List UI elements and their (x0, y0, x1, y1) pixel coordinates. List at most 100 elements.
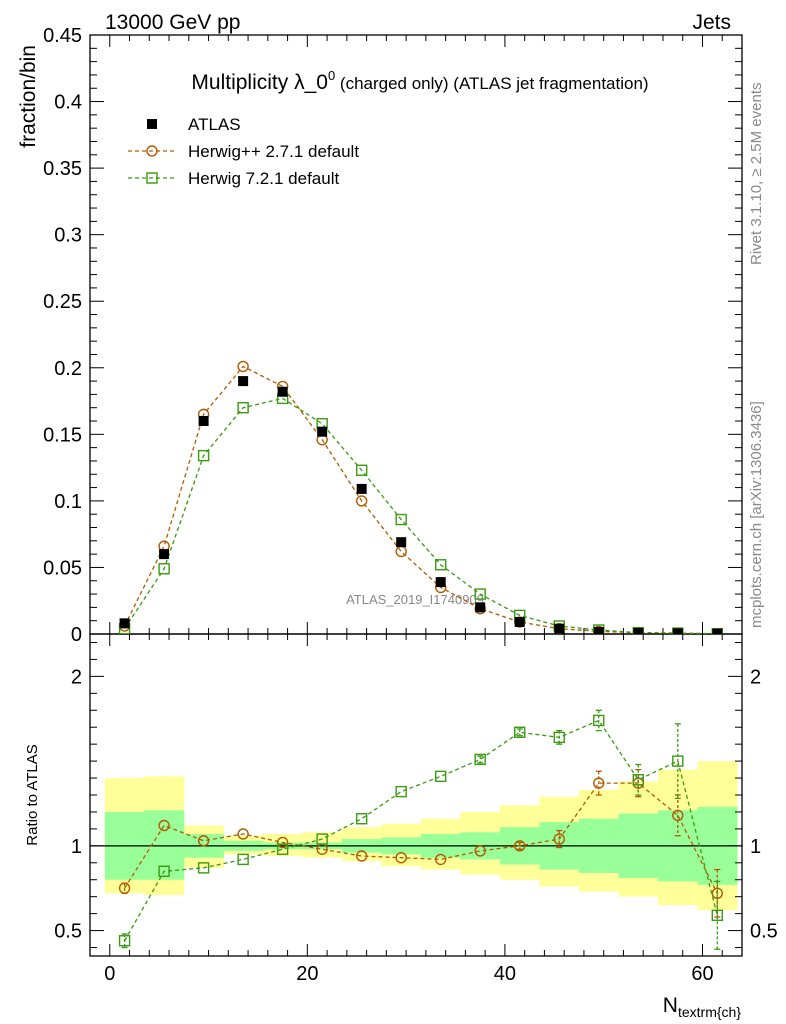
ratio-tick-label: 0.5 (54, 921, 82, 943)
series-line (123, 365, 718, 634)
y-tick-label: 0.4 (54, 92, 82, 114)
legend-label: Herwig++ 2.7.1 default (188, 142, 359, 161)
rivet-label: Rivet 3.1.10, ≥ 2.5M events (748, 83, 765, 266)
ratio-band-inner (144, 810, 185, 880)
data-point (198, 416, 209, 427)
legend-label: Herwig 7.2.1 default (188, 169, 339, 188)
y-tick-label: 0.25 (43, 291, 82, 313)
y-tick-label: 0.3 (54, 225, 82, 247)
ratio-axis-label: Ratio to ATLAS (24, 744, 41, 845)
title-rest: (charged only) (ATLAS jet fragmentation) (335, 74, 648, 93)
data-point (237, 360, 249, 373)
ratio-tick-label: 2 (71, 666, 82, 688)
ratio-point (632, 774, 644, 786)
ratio-point (434, 770, 447, 783)
data-point (119, 618, 130, 629)
header-right: Jets (692, 11, 731, 34)
ratio-point (711, 909, 724, 922)
y-axis-label: fraction/bin (17, 45, 40, 148)
x-tick-label: 60 (691, 963, 713, 985)
data-point (237, 402, 249, 414)
ratio-point (276, 843, 289, 855)
ratio-point (434, 853, 447, 866)
y-tick-label: 0.1 (54, 491, 82, 513)
ratio-point (553, 833, 565, 845)
ratio-point (316, 833, 328, 845)
ratio-point (672, 755, 684, 767)
data-point (396, 537, 407, 548)
legend-marker (146, 145, 158, 157)
ratio-series-1 (118, 768, 724, 918)
chart-title: Multiplicity λ_00 (charged only) (ATLAS … (191, 68, 648, 94)
main-series (118, 360, 724, 634)
data-point (355, 464, 368, 476)
ratio-tick-label-right: 1 (750, 836, 761, 858)
mcplots-label: mcplots.cern.ch [arXiv:1306.3436] (748, 401, 765, 628)
ratio-point (514, 840, 526, 852)
series-0 (119, 376, 723, 634)
title-sup: 0 (328, 68, 335, 83)
x-axis-label: Ntextrm{ch} (663, 994, 742, 1020)
ratio-tick-label: 1 (71, 836, 82, 858)
ratio-point (118, 882, 131, 894)
x-tick-label: 40 (494, 963, 516, 985)
ratio-point (553, 731, 565, 744)
legend-marker (146, 172, 158, 184)
ratio-tick-label-right: 2 (750, 666, 761, 688)
y-tick-label: 0.45 (43, 25, 82, 47)
data-point (474, 588, 486, 600)
data-point (197, 449, 210, 462)
data-point (356, 483, 367, 494)
ratio-point (355, 813, 368, 825)
ratio-point (593, 777, 605, 789)
data-point (554, 623, 565, 634)
x-tick-label: 20 (296, 963, 318, 985)
chart-marks-layer: 0 20 40 6000.050.10.150.20.250.30.350.40.45… (43, 25, 778, 985)
data-point (593, 627, 604, 634)
ratio-tick-label-right: 0.5 (750, 921, 778, 943)
x-tick-label: 0 (104, 963, 115, 985)
y-tick-label: 0.2 (54, 358, 82, 380)
data-point (159, 549, 170, 560)
data-point (317, 426, 328, 437)
ratio-point (395, 852, 407, 864)
ratio-line (124, 782, 718, 894)
data-point (395, 513, 407, 526)
ratio-point (237, 853, 249, 866)
ratio-point (395, 785, 407, 798)
ratio-point (355, 850, 368, 862)
analysis-watermark: ATLAS_2019_I1740909 (346, 592, 484, 607)
data-point (633, 627, 644, 634)
data-point (712, 628, 723, 634)
data-point (238, 376, 249, 387)
ratio-point (237, 828, 249, 840)
header-left: 13000 GeV pp (105, 11, 240, 34)
data-point (355, 495, 368, 507)
ratio-point (118, 935, 131, 947)
y-tick-label: 0.05 (43, 557, 82, 579)
y-tick-label: 0.35 (43, 158, 82, 180)
xlabel-sub: textrm{ch} (678, 1004, 741, 1020)
ratio-point (672, 809, 684, 822)
legend: ATLAS Herwig++ 2.7.1 default Herwig 7.2.1 … (128, 115, 359, 188)
data-point (514, 617, 525, 628)
ratio-point (474, 845, 486, 857)
title-main: Multiplicity λ_0 (191, 71, 328, 94)
data-point (158, 563, 170, 575)
data-point (395, 545, 407, 558)
y-tick-label: 0.15 (43, 424, 82, 446)
ratio-series-2 (118, 709, 724, 950)
ratio-point (197, 835, 210, 847)
y-tick-label: 0 (71, 624, 82, 646)
data-point (475, 602, 486, 613)
xlabel-main: N (663, 994, 678, 1017)
ratio-point (474, 753, 486, 766)
data-point (434, 559, 447, 571)
ratio-point (197, 862, 210, 874)
ratio-point (158, 819, 170, 832)
ratio-point (158, 865, 170, 877)
ratio-point (276, 836, 289, 849)
legend-marker (147, 119, 157, 129)
